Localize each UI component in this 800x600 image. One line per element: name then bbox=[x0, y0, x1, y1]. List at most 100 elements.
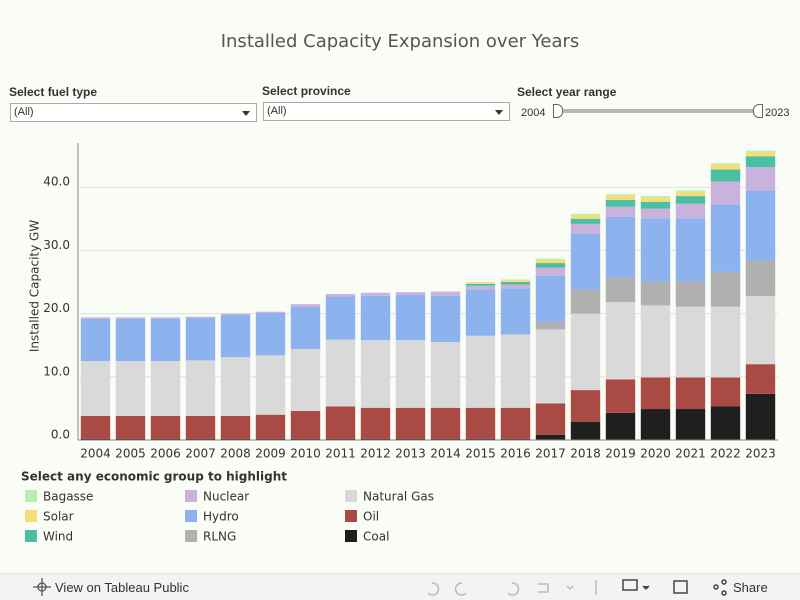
bar-segment bbox=[745, 295, 776, 365]
x-tick-label: 2018 bbox=[570, 447, 601, 461]
bar-segment bbox=[745, 393, 776, 440]
legend-label: Oil bbox=[363, 510, 379, 524]
legend-label: Coal bbox=[363, 530, 389, 544]
legend-swatch[interactable] bbox=[345, 530, 357, 542]
y-tick-label: 20.0 bbox=[43, 301, 70, 315]
x-tick-label: 2008 bbox=[220, 447, 251, 461]
bar-segment bbox=[535, 259, 566, 264]
bar-segment bbox=[500, 284, 531, 289]
bar-segment bbox=[500, 438, 531, 440]
bar-segment bbox=[500, 279, 531, 281]
bar-segment bbox=[325, 294, 356, 297]
bar-segment bbox=[640, 201, 671, 209]
share-button[interactable]: Share bbox=[733, 580, 768, 595]
bar-segment bbox=[290, 410, 321, 439]
bar-segment bbox=[710, 406, 741, 440]
bar-segment bbox=[325, 296, 356, 340]
bar-segment bbox=[570, 223, 601, 234]
bar-segment bbox=[745, 151, 776, 157]
bar-segment bbox=[360, 340, 391, 408]
bar-segment bbox=[465, 289, 496, 336]
bar-segment bbox=[500, 407, 531, 439]
bar-segment bbox=[605, 412, 636, 440]
bar-segment bbox=[395, 407, 426, 439]
bar-segment bbox=[745, 150, 776, 152]
bar-segment bbox=[395, 438, 426, 440]
bar-segment bbox=[710, 204, 741, 272]
bar-segment bbox=[115, 361, 146, 416]
bar-segment bbox=[465, 283, 496, 286]
bar-segment bbox=[465, 285, 496, 290]
bar-segment bbox=[535, 258, 566, 260]
bar-segment bbox=[535, 275, 566, 322]
bar-segment bbox=[535, 403, 566, 435]
bar-segment bbox=[570, 313, 601, 391]
legend-swatch[interactable] bbox=[345, 490, 357, 502]
bar-segment bbox=[290, 304, 321, 307]
province-dropdown[interactable]: (All) bbox=[263, 102, 510, 121]
bar-segment bbox=[570, 218, 601, 224]
x-tick-label: 2012 bbox=[360, 447, 391, 461]
bar-segment bbox=[220, 313, 251, 315]
y-tick-label: 10.0 bbox=[43, 364, 70, 378]
y-tick-label: 0.0 bbox=[51, 428, 70, 442]
legend-swatch[interactable] bbox=[25, 530, 37, 542]
x-tick-label: 2023 bbox=[745, 447, 776, 461]
bar-segment bbox=[605, 206, 636, 217]
bar-segment bbox=[185, 318, 216, 361]
bar-segment bbox=[570, 215, 601, 219]
bar-segment bbox=[430, 438, 461, 440]
bar-segment bbox=[745, 364, 776, 394]
legend-swatch[interactable] bbox=[185, 530, 197, 542]
bar-segment bbox=[675, 377, 706, 410]
year-start: 2004 bbox=[521, 107, 546, 119]
bar-segment bbox=[150, 361, 181, 416]
bar-segment bbox=[80, 317, 111, 319]
x-tick-label: 2013 bbox=[395, 447, 426, 461]
bar-segment bbox=[220, 438, 251, 440]
chart: Installed Capacity Expansion over Years … bbox=[21, 31, 778, 544]
bar-segment bbox=[710, 377, 741, 407]
bar-segment bbox=[220, 415, 251, 439]
bar-segment bbox=[535, 263, 566, 268]
legend-swatch[interactable] bbox=[185, 510, 197, 522]
bar-segment bbox=[255, 311, 286, 313]
bar-segment bbox=[360, 292, 391, 296]
slider-handle[interactable] bbox=[753, 104, 763, 118]
legend-label: RLNG bbox=[203, 530, 236, 544]
toolbar-icons bbox=[33, 578, 727, 596]
filter-label: Select province bbox=[262, 84, 351, 98]
legend-swatch[interactable] bbox=[25, 490, 37, 502]
legend-swatch[interactable] bbox=[185, 490, 197, 502]
bar-segment bbox=[570, 390, 601, 422]
x-tick-label: 2010 bbox=[290, 447, 321, 461]
bar-segment bbox=[430, 291, 461, 296]
bar-segment bbox=[80, 438, 111, 440]
y-tick-label: 40.0 bbox=[43, 175, 70, 189]
bar-segment bbox=[535, 434, 566, 440]
bar-segment bbox=[710, 163, 741, 165]
bar-segment bbox=[430, 407, 461, 439]
fuel-dropdown[interactable]: (All) bbox=[10, 103, 257, 122]
bar-segment bbox=[570, 289, 601, 314]
legend-swatch[interactable] bbox=[345, 510, 357, 522]
view-link[interactable]: View on Tableau Public bbox=[55, 580, 189, 595]
bar-segment bbox=[465, 335, 496, 408]
bar-segment bbox=[255, 414, 286, 439]
bar-segment bbox=[500, 334, 531, 408]
bar-segment bbox=[675, 218, 706, 282]
chart-title: Installed Capacity Expansion over Years bbox=[221, 31, 580, 52]
year-end: 2023 bbox=[765, 107, 790, 119]
bar-segment bbox=[640, 197, 671, 202]
bar-segment bbox=[80, 415, 111, 439]
legend-swatch[interactable] bbox=[25, 510, 37, 522]
bar-segment bbox=[640, 377, 671, 410]
bar-segment bbox=[80, 318, 111, 362]
bar-segment bbox=[430, 342, 461, 408]
bar-segment bbox=[360, 438, 391, 440]
bar-segment bbox=[710, 306, 741, 378]
bar-segment bbox=[115, 318, 146, 362]
slider-handle[interactable] bbox=[553, 104, 563, 118]
bar-segment bbox=[570, 421, 601, 440]
y-tick-label: 30.0 bbox=[43, 238, 70, 252]
